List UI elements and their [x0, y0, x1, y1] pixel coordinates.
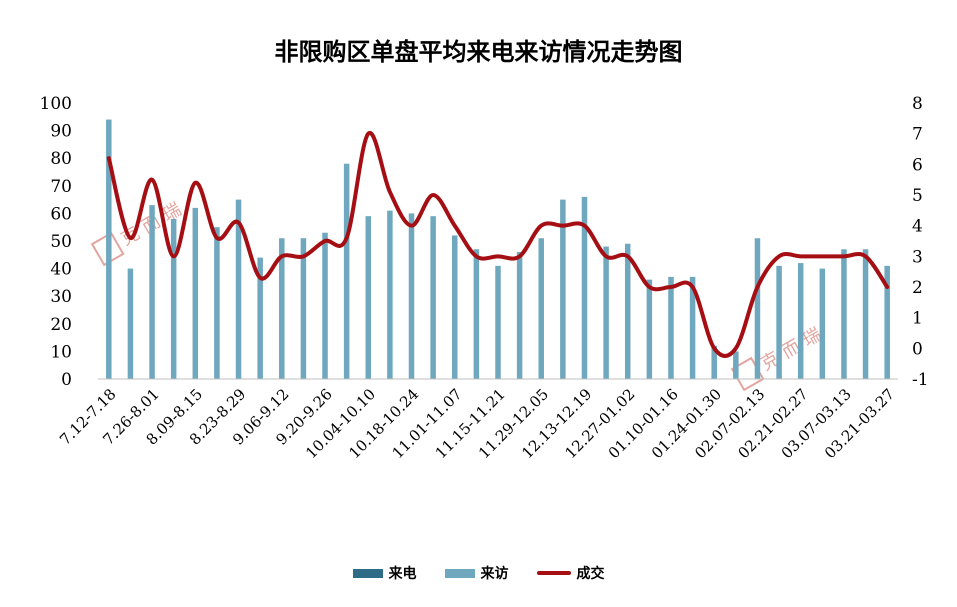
bar-visits: [862, 249, 869, 379]
bar-visits: [624, 243, 631, 379]
y-left-tick-label: 80: [50, 149, 72, 169]
bar-visits: [408, 213, 415, 379]
legend-label-calls: 来电: [388, 566, 417, 582]
bar-visits: [516, 252, 523, 379]
bar-visits: [279, 238, 285, 379]
y-right-tick-label: 6: [912, 155, 923, 175]
legend-item-calls: 来电: [352, 563, 417, 583]
bar-visits: [452, 235, 458, 379]
watermark-text: 克而瑞: [757, 321, 830, 375]
y-right-tick-label: 1: [912, 309, 923, 329]
y-left-tick-label: 30: [50, 287, 72, 307]
bar-visits: [797, 263, 804, 379]
bar-visits: [581, 196, 588, 379]
y-left-tick-label: 10: [50, 342, 72, 362]
watermark-logo: [90, 231, 125, 267]
bar-visits: [235, 199, 242, 379]
bar-visits: [776, 265, 782, 379]
legend-label-visits: 来访: [480, 566, 509, 582]
line-deals: [106, 131, 890, 358]
bar-visits: [214, 227, 220, 379]
y-right-tick-label: -1: [912, 370, 929, 390]
bar-visits: [473, 249, 480, 379]
y-right-tick-label: 7: [912, 125, 923, 145]
y-left-tick-label: 50: [50, 232, 72, 252]
bar-visits: [343, 163, 350, 379]
y-left-tick-label: 60: [50, 204, 72, 224]
y-right-tick-label: 2: [912, 278, 923, 298]
bar-visits: [819, 268, 826, 379]
legend-item-visits: 来访: [444, 563, 509, 583]
bar-visits: [754, 238, 761, 379]
bar-visits: [733, 351, 739, 379]
legend-item-deals: 成交: [536, 563, 605, 583]
bar-visits: [495, 265, 501, 379]
bar-visits: [149, 205, 155, 379]
bar-visits: [192, 207, 199, 379]
bar-visits: [538, 238, 544, 379]
legend-swatch-calls: [352, 568, 383, 578]
y-left-tick-label: 90: [50, 122, 72, 142]
bar-visits: [300, 238, 307, 379]
legend-swatch-visits: [444, 568, 475, 578]
bar-visits: [170, 218, 177, 379]
bar-visits: [711, 345, 717, 379]
chart-legend: 来电 来访 成交: [0, 563, 957, 583]
y-left-tick-label: 20: [50, 315, 72, 335]
chart-title: 非限购区单盘平均来电来访情况走势图: [274, 38, 683, 66]
bar-visits: [430, 216, 436, 379]
bar-visits: [365, 216, 372, 379]
legend-label-deals: 成交: [576, 566, 605, 582]
bar-visits: [560, 199, 566, 379]
bar-visits: [841, 249, 847, 379]
y-left-tick-label: 70: [50, 177, 72, 197]
y-right-tick-label: 8: [912, 94, 923, 114]
y-left-tick-label: 0: [61, 370, 72, 390]
bar-visits: [322, 232, 328, 379]
bar-visits: [257, 257, 263, 379]
legend-swatch-deals: [536, 571, 571, 575]
bar-visits: [668, 276, 674, 379]
bar-visits: [603, 246, 609, 379]
y-left-tick-label: 40: [50, 260, 72, 280]
y-right-tick-label: 5: [912, 186, 923, 206]
bar-visits: [106, 119, 112, 379]
y-right-tick-label: 3: [912, 247, 923, 267]
bar-visits: [646, 279, 653, 379]
bar-visits: [387, 210, 393, 379]
y-right-tick-label: 0: [912, 339, 923, 359]
bar-visits: [689, 276, 696, 379]
y-right-tick-label: 4: [912, 217, 923, 237]
bar-visits: [884, 265, 890, 379]
y-left-tick-label: 100: [40, 94, 72, 114]
bar-visits: [127, 268, 134, 379]
